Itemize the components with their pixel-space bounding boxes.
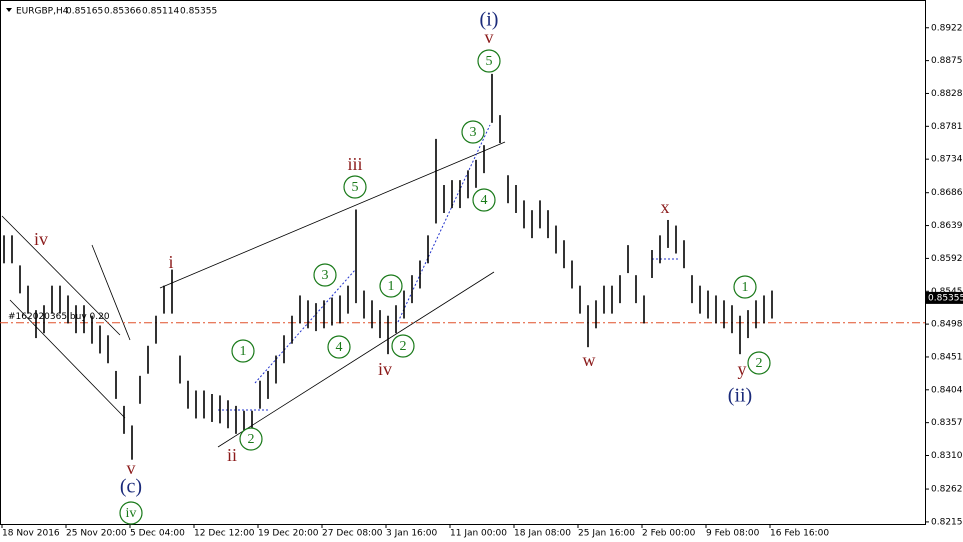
wave-label: 1 bbox=[388, 279, 395, 294]
header-close: 0.85355 bbox=[180, 7, 217, 17]
wave-label: iv bbox=[378, 359, 392, 379]
helper-line bbox=[397, 124, 491, 323]
wave-label: 2 bbox=[400, 339, 407, 354]
helper-lines bbox=[218, 124, 678, 411]
x-tick-label: 27 Dec 08:00 bbox=[322, 529, 383, 539]
wave-circle bbox=[391, 334, 415, 358]
wave-circle bbox=[747, 351, 771, 375]
header-low: 0.85114 bbox=[142, 7, 179, 17]
wave-label: (i) bbox=[480, 9, 499, 31]
wave-circle bbox=[461, 120, 485, 144]
wave-label: 4 bbox=[336, 340, 343, 355]
wave-label: 1 bbox=[240, 344, 247, 359]
wave-circle bbox=[472, 188, 496, 212]
wave-circle bbox=[379, 274, 403, 298]
wave-circle bbox=[313, 263, 337, 287]
header-arrow bbox=[6, 8, 12, 12]
trendline bbox=[1, 215, 121, 336]
wave-label: 2 bbox=[248, 432, 255, 447]
wave-label: ii bbox=[227, 445, 237, 465]
y-tick-label: 0.82150 bbox=[931, 517, 963, 527]
x-tick-label: 19 Dec 20:00 bbox=[258, 529, 319, 539]
wave-circle bbox=[733, 275, 757, 299]
wave-label: (ii) bbox=[728, 385, 752, 407]
plot-frame bbox=[0, 0, 926, 525]
x-tick-label: 18 Jan 08:00 bbox=[514, 529, 571, 539]
wave-label: x bbox=[661, 197, 670, 217]
wave-circle bbox=[231, 339, 255, 363]
x-tick-label: 3 Jan 16:00 bbox=[386, 529, 438, 539]
wave-label: (c) bbox=[120, 476, 142, 498]
trendline bbox=[9, 299, 126, 419]
wave-label: w bbox=[583, 350, 596, 370]
wave-circle bbox=[239, 427, 263, 451]
x-tick-label: 18 Nov 2016 bbox=[2, 529, 60, 539]
price-tag bbox=[926, 291, 963, 304]
x-tick-label: 12 Dec 12:00 bbox=[194, 529, 255, 539]
wave-circle bbox=[327, 335, 351, 359]
wave-label: iii bbox=[347, 154, 362, 174]
trendline bbox=[91, 244, 131, 341]
x-tick-label: 16 Feb 16:00 bbox=[770, 529, 829, 539]
x-tick-label: 9 Feb 08:00 bbox=[706, 529, 760, 539]
x-tick-label: 11 Jan 00:00 bbox=[450, 529, 507, 539]
wave-label: iv bbox=[34, 229, 48, 249]
x-tick-label: 2 Feb 00:00 bbox=[642, 529, 696, 539]
trendline bbox=[217, 271, 495, 448]
x-tick-label: 25 Nov 20:00 bbox=[66, 529, 127, 539]
wave-label: 3 bbox=[470, 125, 477, 140]
wave-label: 5 bbox=[352, 180, 359, 195]
x-tick-label: 25 Jan 16:00 bbox=[578, 529, 635, 539]
wave-label: iv bbox=[126, 506, 137, 521]
wave-label: v bbox=[485, 27, 494, 47]
wave-label: 5 bbox=[486, 54, 493, 69]
order-label: #162020365 buy 0.20 bbox=[8, 312, 110, 322]
wave-label: v bbox=[127, 458, 136, 478]
trendline bbox=[159, 141, 506, 289]
header-high: 0.85366 bbox=[104, 7, 141, 17]
wave-label: 4 bbox=[481, 193, 488, 208]
wave-label: i bbox=[168, 252, 173, 272]
price-tag-label: 0.85355 bbox=[928, 293, 963, 303]
wave-circle bbox=[119, 501, 143, 525]
helper-line bbox=[254, 269, 356, 384]
header-symbol: EURGBP,H4 bbox=[16, 7, 69, 17]
wave-label: 1 bbox=[742, 280, 749, 295]
wave-circle bbox=[343, 175, 367, 199]
wave-circle bbox=[477, 49, 501, 73]
wave-label: 2 bbox=[756, 356, 763, 371]
wave-label: y bbox=[738, 359, 747, 379]
trendlines bbox=[1, 141, 506, 448]
wave-label: 3 bbox=[322, 268, 329, 283]
header-open: 0.85165 bbox=[66, 7, 103, 17]
x-tick-label: 5 Dec 04:00 bbox=[130, 529, 185, 539]
